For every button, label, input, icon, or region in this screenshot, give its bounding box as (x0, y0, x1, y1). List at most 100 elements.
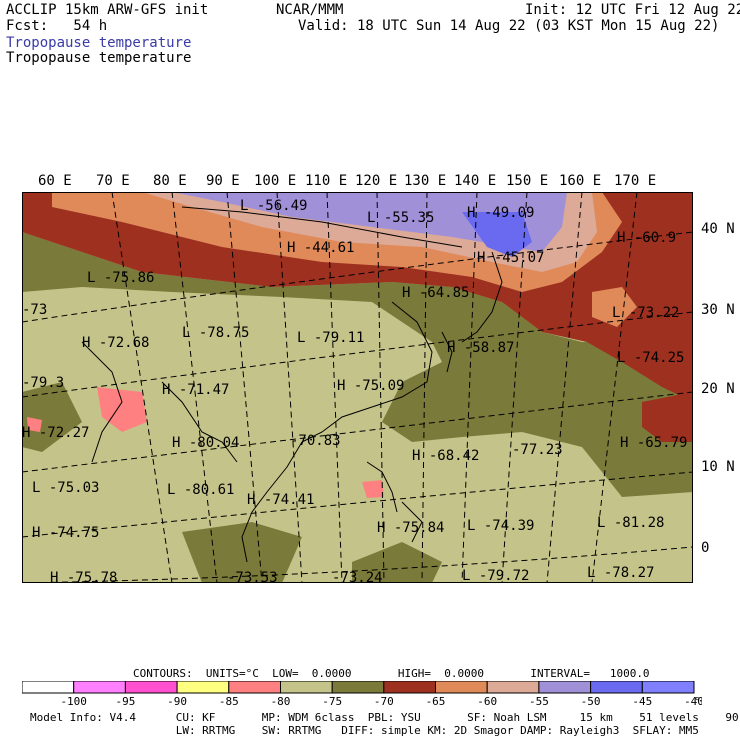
shade-minus70 (352, 542, 442, 583)
colorbar-label: -75 (322, 695, 342, 708)
lat-label: 40 N (701, 221, 735, 237)
lon-label: 90 E (206, 173, 240, 189)
map-annotation: H -64.85 (402, 285, 469, 301)
map-annotation: L -74.39 (467, 518, 534, 534)
contours-info: CONTOURS: UNITS=°C LOW= 0.0000 HIGH= 0.0… (133, 667, 650, 680)
colorbar-unit: °C (694, 695, 702, 708)
lon-label: 100 E (254, 173, 297, 189)
map-annotation: L -56.49 (240, 198, 307, 214)
colorbar-label: -95 (115, 695, 135, 708)
map-annotation: H -72.27 (22, 425, 89, 441)
shade-minus70 (22, 232, 693, 497)
map-annotation: H -71.47 (162, 382, 229, 398)
colorbar-swatch (641, 681, 695, 694)
forecast-hour: Fcst: 54 h (6, 18, 108, 34)
colorbar-swatch (228, 681, 282, 694)
lat-label: 30 N (701, 302, 735, 318)
shade-minus80 (27, 417, 42, 432)
map-annotation: H -44.61 (287, 240, 354, 256)
map-annotation: -70.83 (290, 433, 341, 449)
lat-label: 20 N (701, 381, 735, 397)
colorbar-label: -80 (271, 695, 291, 708)
colorbar-label: -50 (581, 695, 601, 708)
colorbar-swatch (486, 681, 540, 694)
map-annotation: -73 (22, 302, 47, 318)
shade-minus50 (172, 192, 567, 252)
map-annotation: L -75.86 (87, 270, 154, 286)
colorbar-label: -40 (684, 695, 702, 708)
coastlines (81, 206, 503, 563)
map-annotation: L -74.25 (617, 350, 684, 366)
lon-label: 120 E (355, 173, 398, 189)
field-title-black: Tropopause temperature (6, 50, 192, 66)
shade-minus80 (362, 480, 384, 498)
map-annotation: L -79.11 (297, 330, 364, 346)
map-annotation: L -80.61 (167, 482, 234, 498)
lon-label: 160 E (559, 173, 602, 189)
colorbar-swatch (590, 681, 643, 694)
map-annotation: H -49.09 (467, 205, 534, 221)
colorbar-label: -65 (426, 695, 446, 708)
valid-time: Valid: 18 UTC Sun 14 Aug 22 (03 KST Mon … (298, 18, 720, 34)
colorbar-swatch (22, 681, 75, 694)
map-annotation: -73.24 (332, 570, 383, 583)
colorbar-swatch (383, 681, 436, 694)
map-annotation: -73.53 (227, 570, 278, 583)
field-title-blue: Tropopause temperature (6, 35, 192, 51)
map-annotation: H -74.75 (32, 525, 99, 541)
colorbar-swatch (331, 681, 385, 694)
shade-minus65 (642, 392, 693, 442)
map-annotation: L -78.75 (182, 325, 249, 341)
map-annotation: H -65.79 (620, 435, 687, 451)
colorbar-label: -60 (477, 695, 497, 708)
colorbar-swatch (538, 681, 592, 694)
colorbar-label: -70 (374, 695, 394, 708)
lon-label: 80 E (153, 173, 187, 189)
map-annotation: H -68.42 (412, 448, 479, 464)
lat-label: 0 (701, 540, 710, 556)
colorbar-label: -100 (60, 695, 87, 708)
colorbar-label: -55 (529, 695, 549, 708)
map-annotation: H -60.9 (617, 230, 676, 246)
colorbar-label: -45 (632, 695, 652, 708)
lat-label: 10 N (701, 459, 735, 475)
model-info-line1: Model Info: V4.4 CU: KF MP: WDM 6class P… (30, 711, 740, 724)
lon-label: 70 E (96, 173, 130, 189)
lon-label: 140 E (454, 173, 497, 189)
organization-label: NCAR/MMM (276, 2, 344, 18)
map-annotation: L -55.35 (367, 210, 434, 226)
model-info-line2: LW: RRTMG SW: RRTMG DIFF: simple KM: 2D … (30, 724, 699, 737)
map-annotation: H -75.84 (377, 520, 444, 536)
map-annotation: H -72.68 (82, 335, 149, 351)
colorbar-swatch (176, 681, 230, 694)
map-annotation: H -45.07 (477, 250, 544, 266)
map-annotation: H -74.41 (247, 492, 314, 508)
model-title: ACCLIP 15km ARW-GFS init (6, 2, 209, 18)
map-annotation: L -79.72 (462, 568, 529, 583)
map-annotation: L -73.22 (612, 305, 679, 321)
colorbar-label: -90 (167, 695, 187, 708)
map-annotation: L -78.27 (587, 565, 654, 581)
colorbar-label: -85 (219, 695, 239, 708)
shade-minus45 (462, 212, 532, 257)
map-annotation: -79.3 (22, 375, 64, 391)
map-annotation: -77.23 (512, 442, 563, 458)
graticule (22, 192, 693, 583)
map-annotation: L -81.28 (597, 515, 664, 531)
lon-label: 60 E (38, 173, 72, 189)
init-time: Init: 12 UTC Fri 12 Aug 22 (525, 2, 740, 18)
map-annotation: L -75.03 (32, 480, 99, 496)
colorbar-swatch (435, 681, 488, 694)
shade-minus70 (182, 522, 302, 583)
map-annotation: H -80.04 (172, 435, 239, 451)
map-annotation: H -58.87 (447, 340, 514, 356)
lon-label: 130 E (404, 173, 447, 189)
shade-minus60 (592, 287, 637, 327)
map-annotation: H -75.09 (337, 378, 404, 394)
tropopause-temperature-map: L -56.49 L -55.35 H -49.09 H -44.61 H -4… (22, 192, 693, 583)
map-annotation: H -75.78 (50, 570, 117, 583)
colorbar-swatch (124, 681, 178, 694)
colorbar-swatch (73, 681, 126, 694)
lon-label: 150 E (506, 173, 549, 189)
colorbar-swatch (280, 681, 333, 694)
